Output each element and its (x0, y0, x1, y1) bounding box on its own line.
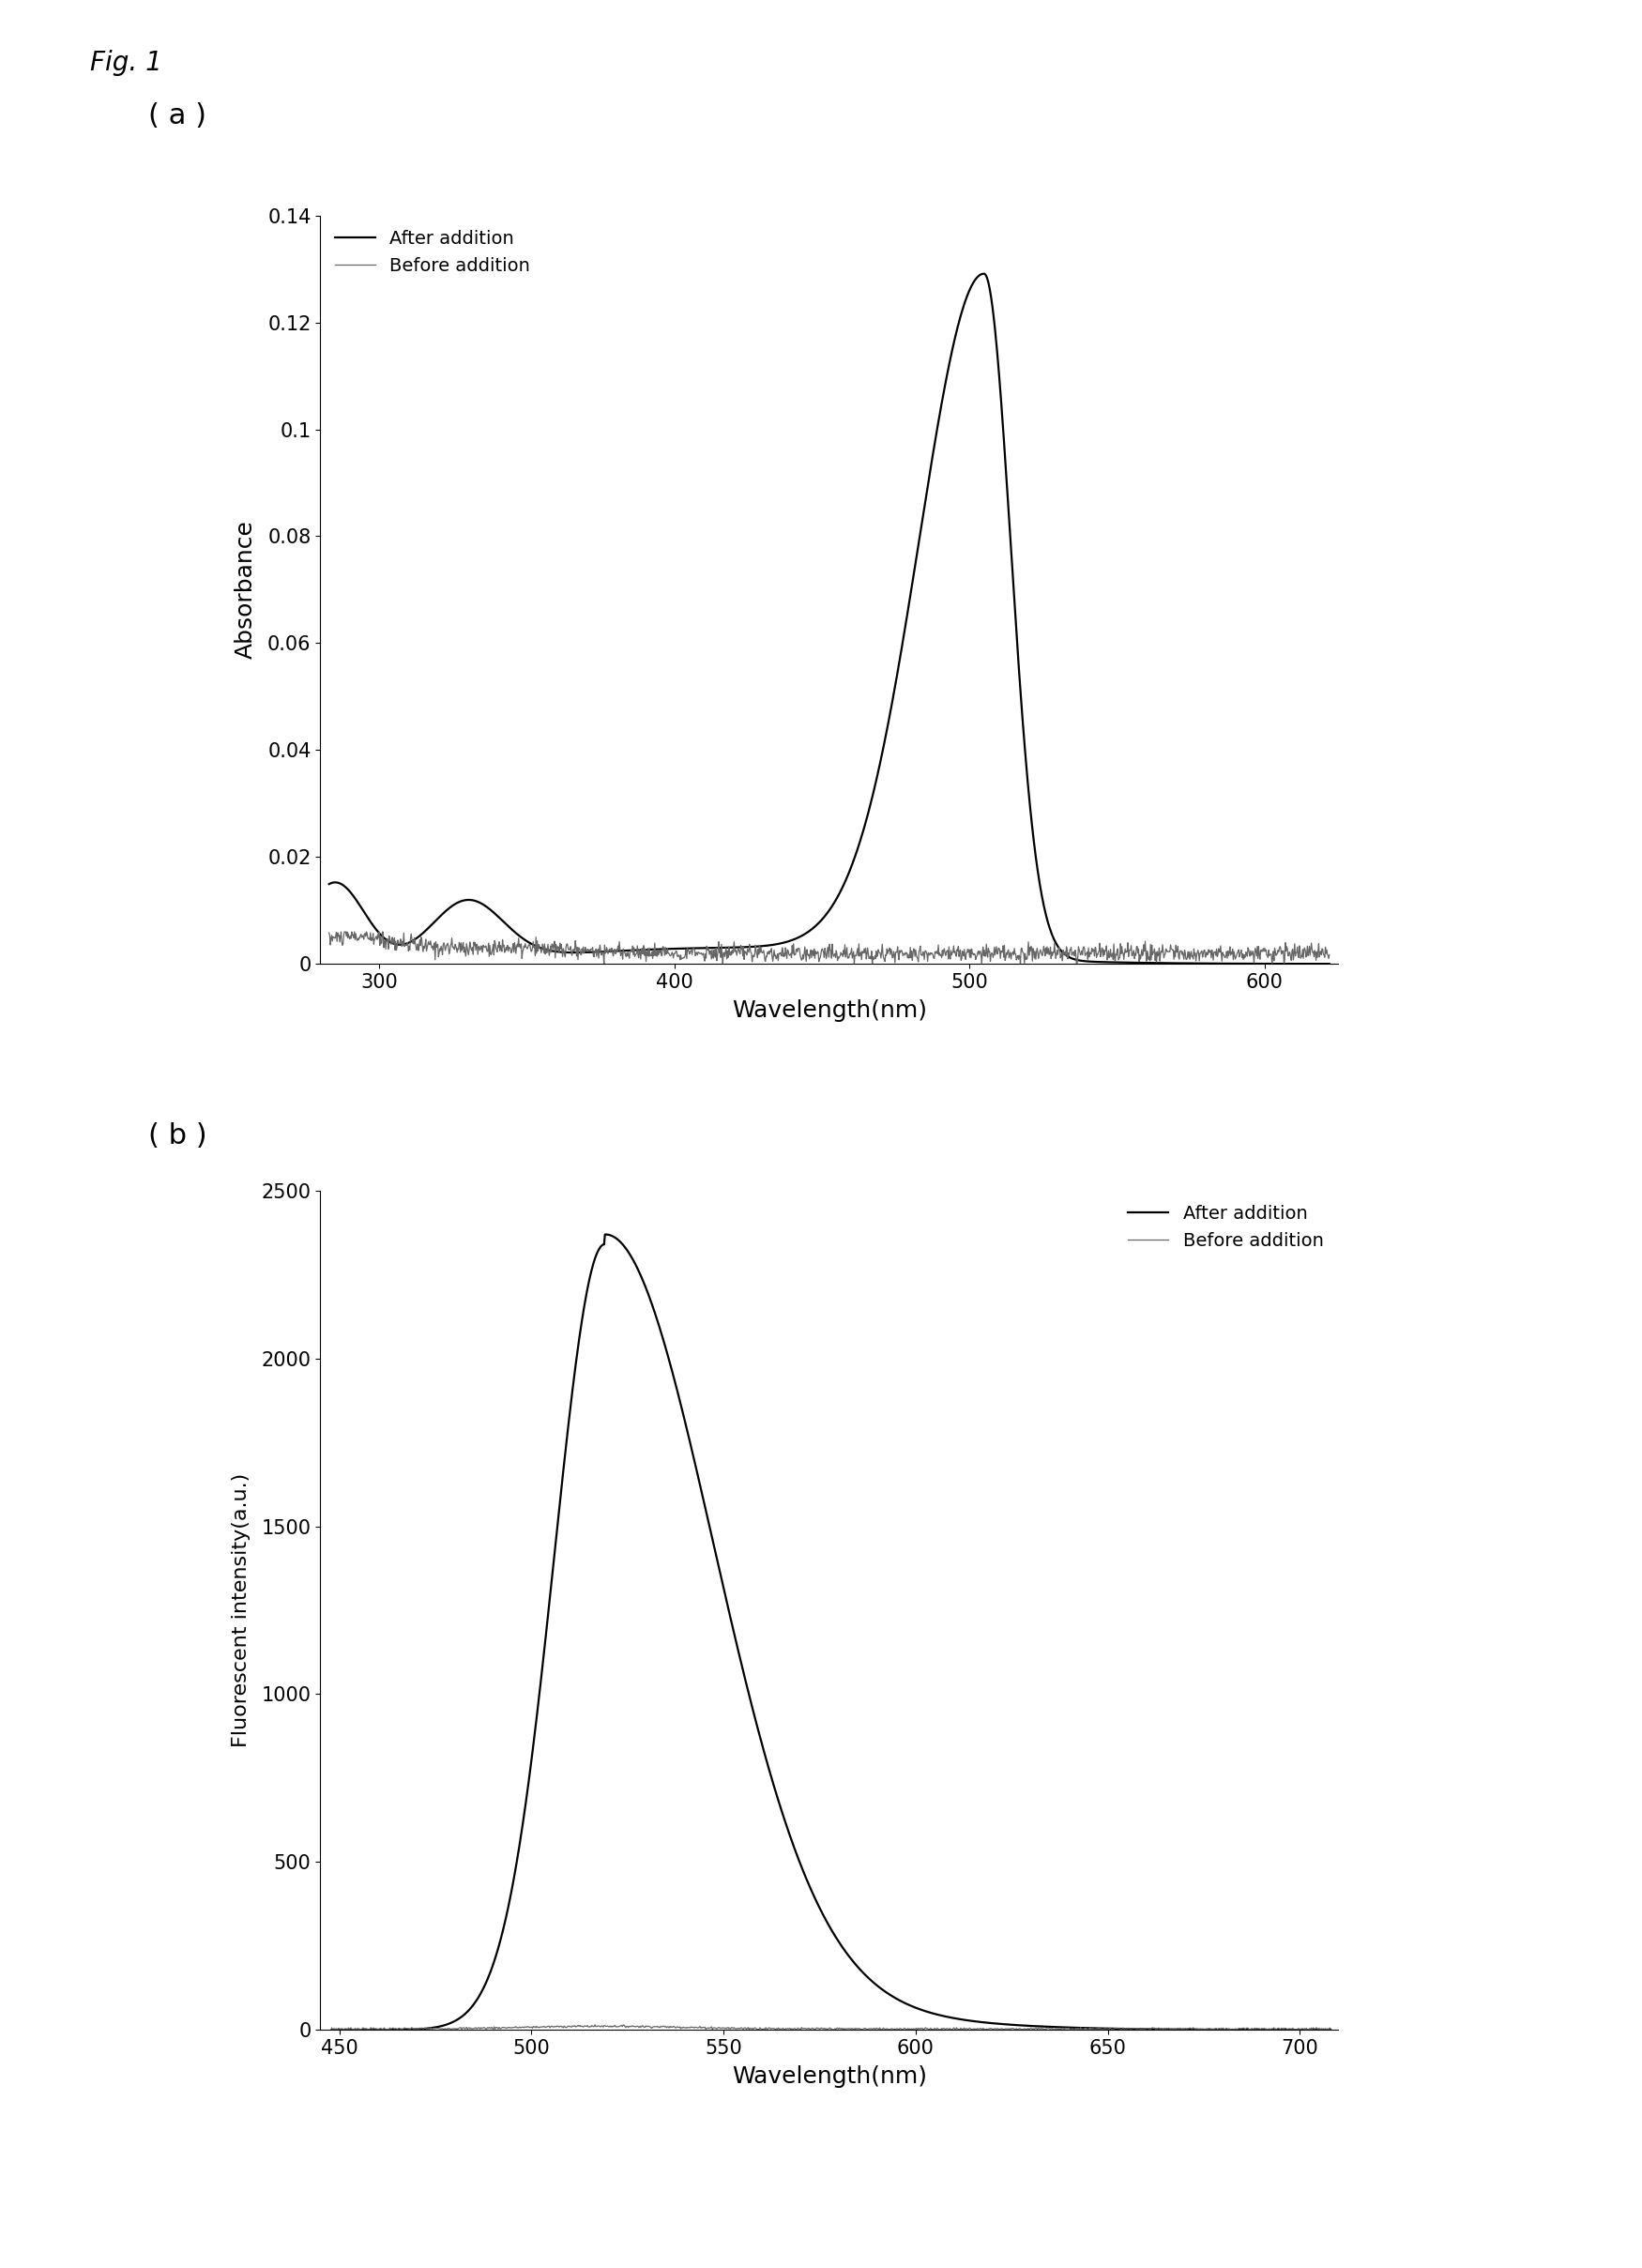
Before addition (745, 939, 765, 966)
Before addition (491, 2014, 511, 2041)
Before addition (783, 930, 803, 957)
After addition (596, 1220, 616, 1247)
Before addition (869, 2016, 888, 2043)
Text: Fig. 1: Fig. 1 (90, 50, 163, 77)
Before addition (594, 950, 614, 978)
After addition (491, 1928, 511, 1955)
Before addition (345, 2016, 365, 2043)
X-axis label: Wavelength(nm): Wavelength(nm) (732, 1000, 926, 1023)
After addition (1320, 950, 1340, 978)
Line: After addition: After addition (332, 1234, 1330, 2030)
After addition (1320, 2016, 1340, 2043)
After addition (782, 925, 801, 953)
Before addition (397, 930, 417, 957)
Y-axis label: Absorbance: Absorbance (235, 519, 258, 660)
Line: Before addition: Before addition (328, 932, 1330, 964)
After addition (322, 2016, 342, 2043)
Before addition (319, 919, 338, 946)
Before addition (585, 2012, 604, 2039)
X-axis label: Wavelength(nm): Wavelength(nm) (732, 2066, 926, 2089)
Text: ( b ): ( b ) (148, 1123, 207, 1150)
After addition (869, 1973, 888, 2000)
Legend: After addition, Before addition: After addition, Before addition (1121, 1198, 1332, 1256)
Before addition (1320, 941, 1340, 968)
Before addition (455, 2016, 475, 2043)
Line: After addition: After addition (328, 274, 1330, 964)
Line: Before addition: Before addition (332, 2025, 1330, 2030)
Before addition (1320, 2016, 1340, 2043)
Y-axis label: Fluorescent intensity(a.u.): Fluorescent intensity(a.u.) (232, 1474, 251, 1746)
After addition (658, 1347, 678, 1374)
After addition (397, 930, 417, 957)
Before addition (849, 2014, 869, 2041)
After addition (437, 896, 456, 923)
After addition (888, 655, 908, 683)
After addition (755, 1744, 775, 1771)
After addition (744, 932, 764, 959)
Before addition (890, 937, 910, 964)
Before addition (438, 930, 458, 957)
Before addition (765, 941, 785, 968)
Before addition (660, 2012, 680, 2039)
After addition (455, 2000, 475, 2028)
Before addition (322, 2014, 342, 2041)
After addition (847, 1953, 867, 1980)
Legend: After addition, Before addition: After addition, Before addition (327, 222, 537, 281)
Text: ( a ): ( a ) (148, 102, 205, 129)
After addition (974, 261, 993, 288)
Before addition (332, 919, 351, 946)
After addition (319, 871, 338, 898)
After addition (764, 932, 783, 959)
Before addition (757, 2016, 777, 2043)
